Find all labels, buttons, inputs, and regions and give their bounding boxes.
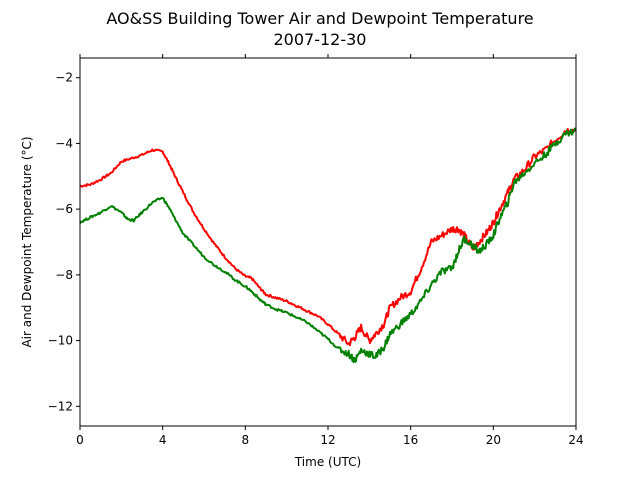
x-tick-label: 0 bbox=[76, 433, 84, 447]
plot-lines bbox=[79, 127, 577, 364]
x-tick-label: 8 bbox=[242, 433, 250, 447]
x-tick-label: 4 bbox=[159, 433, 167, 447]
x-axis: 0 4 8 12 16 20 24 bbox=[76, 54, 584, 447]
y-tick-label: −8 bbox=[55, 268, 73, 282]
y-tick-label: −4 bbox=[55, 136, 73, 150]
x-axis-label: Time (UTC) bbox=[294, 455, 361, 469]
x-tick-label: 24 bbox=[568, 433, 583, 447]
x-tick-label: 20 bbox=[486, 433, 501, 447]
y-tick-label: −6 bbox=[55, 202, 73, 216]
x-tick-label: 16 bbox=[403, 433, 418, 447]
y-tick-label: −12 bbox=[48, 399, 73, 413]
series-line-1 bbox=[79, 127, 577, 347]
y-axis-label: Air and Dewpoint Temperature (°C) bbox=[20, 136, 34, 347]
plot-frame bbox=[79, 57, 577, 427]
y-axis: −12 −10 −8 −6 −4 −2 bbox=[48, 71, 80, 413]
chart-subtitle: 2007-12-30 bbox=[274, 30, 367, 49]
x-tick-label: 12 bbox=[320, 433, 335, 447]
y-tick-label: −10 bbox=[48, 334, 73, 348]
chart-title: AO&SS Building Tower Air and Dewpoint Te… bbox=[106, 9, 533, 28]
series-line-2 bbox=[79, 127, 577, 364]
y-tick-label: −2 bbox=[55, 71, 73, 85]
